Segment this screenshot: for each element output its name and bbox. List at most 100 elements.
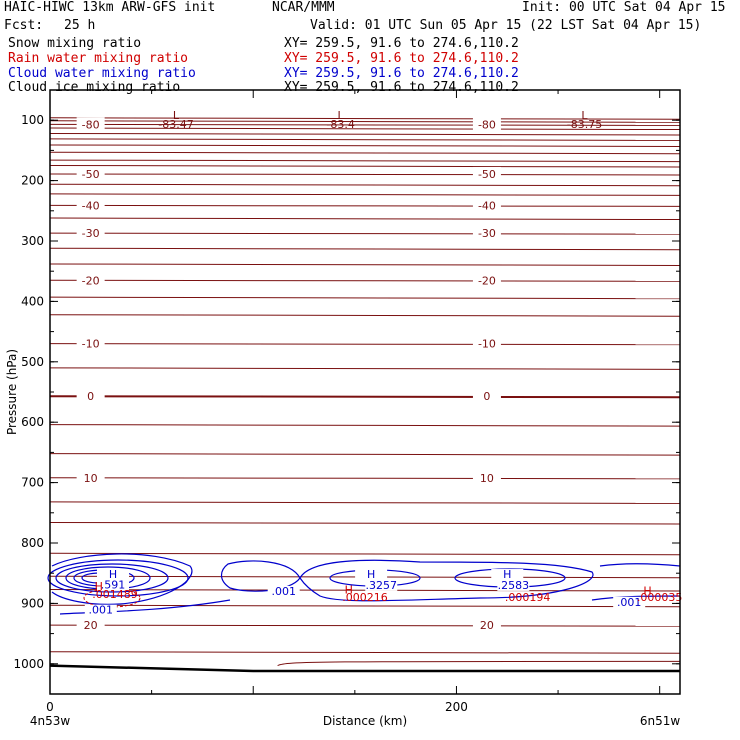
field-cloud-ice-xy: XY= 259.5, 91.6 to 274.6,110.2	[284, 80, 519, 95]
rain-water-label: H	[95, 580, 103, 593]
cloud-water-label: H	[503, 568, 511, 581]
isotherm-line	[49, 501, 681, 504]
cloud-label-bg	[84, 604, 117, 616]
y-tick-label: 700	[21, 476, 44, 490]
cloud-label-bg	[97, 569, 129, 581]
cloud-water-label: .001	[89, 604, 114, 617]
y-tick-label: 600	[21, 415, 44, 429]
y-tick-label: 400	[21, 294, 44, 308]
isotherm-near-surface	[277, 660, 681, 667]
cloud-label-bg	[267, 585, 300, 597]
isotherm-line	[49, 589, 681, 592]
isotherm-label: 20	[84, 619, 98, 632]
y-tick-label: 1000	[13, 657, 44, 671]
y-tick-label: 300	[21, 234, 44, 248]
org-title: NCAR/MMM	[272, 0, 335, 15]
cloud-contour-001	[59, 599, 231, 615]
isotherm-line	[49, 165, 681, 168]
isotherm-label-bg	[76, 470, 105, 484]
low-marker: L	[581, 109, 588, 122]
fcst-value: 25 h	[64, 18, 96, 33]
isotherm-label: -80	[82, 118, 100, 131]
cloud-water-label: .001	[271, 585, 296, 598]
cloud-water-label: .001	[617, 596, 642, 609]
isotherm-label-bg	[76, 273, 105, 287]
cloud-water-label: H	[109, 568, 117, 581]
isotherm-label: -20	[82, 274, 100, 287]
isotherm-label: -50	[82, 168, 100, 181]
field-cloud-water: Cloud water mixing ratio	[8, 66, 196, 81]
low-marker: L	[173, 109, 180, 122]
isotherm--20	[49, 279, 681, 282]
cloud-contour-001	[591, 595, 681, 601]
field-snow-xy: XY= 259.5, 91.6 to 274.6,110.2	[284, 36, 519, 51]
cloud-core-ring	[55, 563, 169, 593]
isotherm-label-bg	[76, 336, 105, 350]
y-tick-label: 200	[21, 174, 44, 188]
cloud-contour-001	[599, 563, 681, 567]
isotherm-line	[49, 117, 681, 120]
cloud-label-bg	[497, 579, 530, 591]
model-title: HAIC-HIWC 13km ARW-GFS init	[4, 0, 216, 15]
y-tick-label: 100	[21, 113, 44, 127]
cloud-label-bg	[97, 579, 129, 591]
isotherm-label: -50	[478, 168, 496, 181]
y-tick-label: 500	[21, 355, 44, 369]
x-tick-label: 200	[445, 700, 468, 714]
x-start-label: 4n53w	[30, 714, 71, 728]
isotherm-line	[49, 193, 681, 196]
isotherm-label: -30	[82, 227, 100, 240]
isotherm-line	[49, 183, 681, 187]
isotherm-line	[49, 521, 681, 525]
rain-water-label: H	[345, 584, 353, 597]
isotherm-label: -30	[478, 227, 496, 240]
isotherm-line	[49, 151, 681, 155]
isotherm-label-bg	[472, 389, 501, 403]
isotherm--10	[49, 343, 681, 346]
rain-water-label: .000035	[637, 591, 683, 604]
isotherm-line	[49, 604, 681, 608]
isotherm-label-bg	[472, 226, 501, 240]
isotherm-line	[49, 367, 681, 370]
fcst-label: Fcst:	[4, 18, 44, 33]
temperature-contours: -80 -80 -50 -50 -40 -40 -30 -30 -20 -20 -10 -10 0 0 10…	[49, 117, 681, 673]
isotherm-label-bg	[472, 117, 501, 131]
cloud-label-bg	[365, 579, 398, 591]
cloud-water-label: .2583	[498, 579, 530, 592]
isotherm-label: -10	[82, 338, 100, 351]
x-axis-label: Distance (km)	[323, 714, 407, 728]
isotherm-line	[49, 120, 681, 123]
rain-water-label: .000194	[505, 591, 551, 604]
isotherm-label: 10	[84, 472, 98, 485]
isotherm-line	[49, 132, 681, 136]
x-end-label: 6n51w	[640, 714, 681, 728]
isotherm-label-bg	[472, 166, 501, 180]
cloud-label-bg	[355, 569, 388, 581]
isotherm-label-bg	[76, 389, 105, 403]
cloud-contour-001	[299, 559, 594, 602]
cloud-water-label: .591	[101, 578, 126, 591]
isotherm-label: 0	[483, 390, 490, 403]
cloud-water-label: H	[367, 568, 375, 581]
isotherm-10	[49, 477, 681, 480]
isotherm-line	[49, 144, 681, 147]
isotherm-label-bg	[76, 618, 105, 632]
field-cloud-ice: Cloud ice mixing ratio	[8, 80, 181, 95]
rain-water-label: H	[643, 584, 651, 597]
isotherm-line	[49, 552, 681, 556]
cloud-label-bg	[613, 596, 646, 608]
cloud-label-bg	[491, 569, 524, 581]
isotherm-label-bg	[472, 470, 501, 484]
isotherm-line	[49, 424, 681, 427]
isotherm-line	[49, 296, 681, 300]
y-axis-label: Pressure (hPa)	[5, 349, 19, 435]
surface-line	[49, 664, 680, 673]
isotherm-line	[49, 263, 681, 266]
isotherm-line	[49, 314, 681, 317]
field-snow: Snow mixing ratio	[8, 36, 142, 51]
isotherm-label-bg	[472, 618, 501, 632]
isotherm-label-bg	[76, 198, 105, 212]
